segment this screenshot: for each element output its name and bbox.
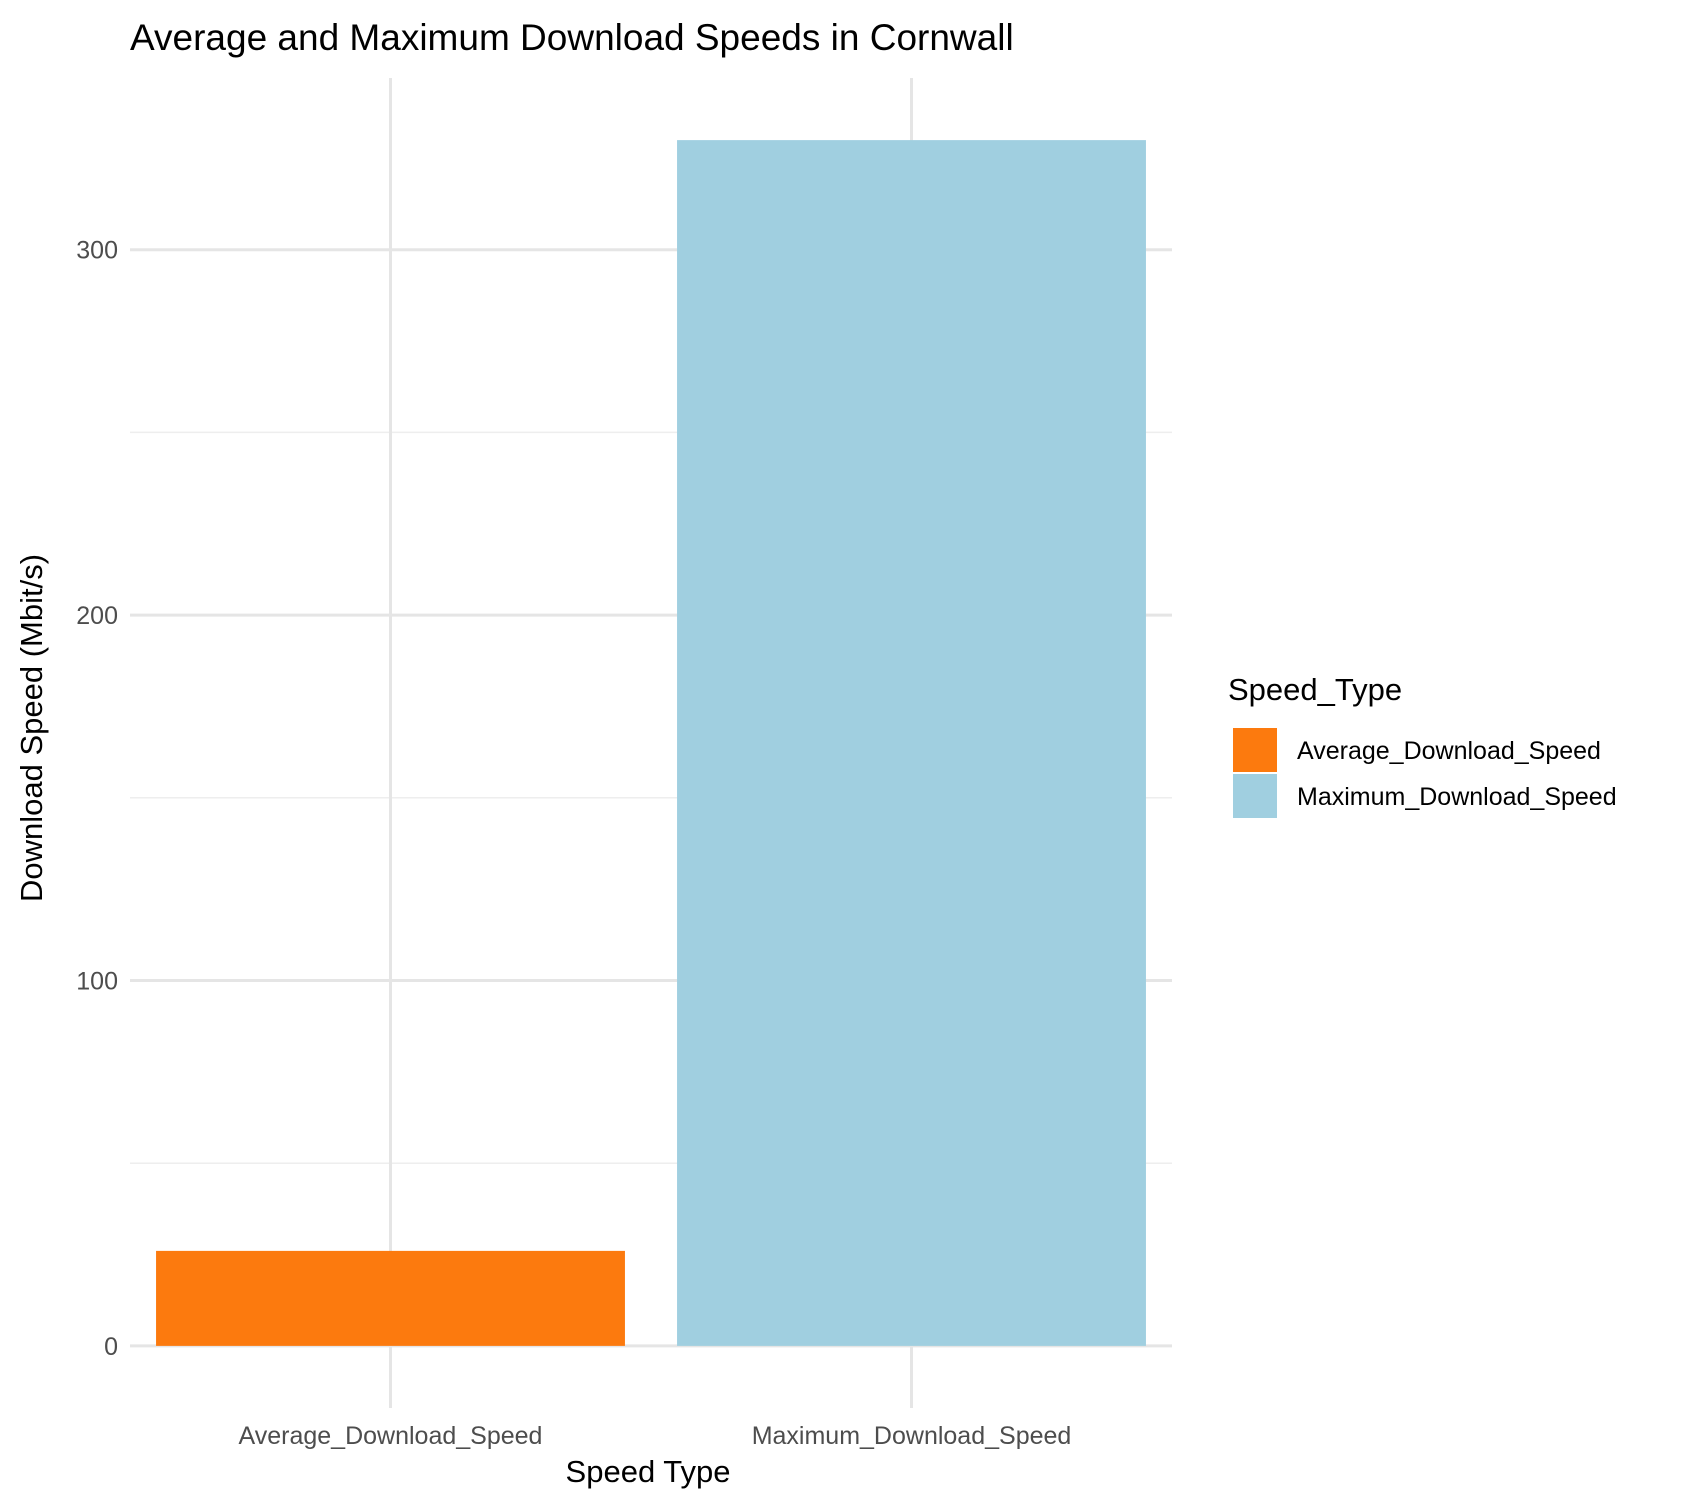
legend-label-1: Maximum_Download_Speed bbox=[1297, 783, 1617, 811]
x-axis-ticks: Average_Download_Speed Maximum_Download_S… bbox=[239, 1422, 1072, 1450]
legend-entries: Average_Download_Speed Maximum_Download_S… bbox=[1233, 728, 1617, 818]
y-tick-label-1: 100 bbox=[76, 968, 118, 996]
y-axis-ticks: 0 100 200 300 bbox=[76, 237, 118, 1361]
bar-maximum-download-speed bbox=[677, 140, 1146, 1346]
legend: Speed_Type Average_Download_Speed Maximum… bbox=[1228, 672, 1617, 818]
bar-average-download-speed bbox=[156, 1250, 625, 1346]
y-axis-title: Download Speed (Mbit/s) bbox=[14, 554, 49, 902]
x-tick-label-0: Average_Download_Speed bbox=[239, 1422, 543, 1450]
y-tick-label-2: 200 bbox=[76, 602, 118, 630]
legend-swatch-0 bbox=[1233, 728, 1277, 772]
y-tick-label-0: 0 bbox=[104, 1333, 118, 1361]
chart-title: Average and Maximum Download Speeds in C… bbox=[130, 17, 1014, 58]
legend-label-0: Average_Download_Speed bbox=[1297, 737, 1601, 765]
bars bbox=[156, 140, 1146, 1346]
x-tick-label-1: Maximum_Download_Speed bbox=[752, 1422, 1072, 1450]
x-axis-title: Speed Type bbox=[566, 1454, 731, 1489]
legend-title: Speed_Type bbox=[1228, 672, 1402, 707]
legend-swatch-1 bbox=[1233, 774, 1277, 818]
y-tick-label-3: 300 bbox=[76, 237, 118, 265]
